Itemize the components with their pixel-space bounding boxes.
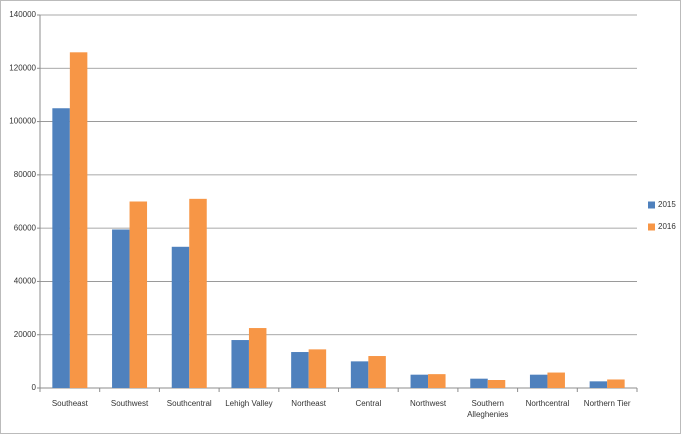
x-tick-label: Southwest bbox=[110, 399, 149, 408]
bar bbox=[350, 361, 369, 388]
y-tick-label: 40000 bbox=[14, 277, 37, 286]
bar bbox=[410, 374, 429, 388]
bar bbox=[129, 201, 148, 388]
x-tick-label: Northern Tier bbox=[583, 399, 631, 408]
legend-swatch bbox=[648, 201, 655, 209]
x-tick-label: Northeast bbox=[291, 399, 326, 408]
bar bbox=[547, 372, 565, 388]
y-tick-label: 80000 bbox=[14, 170, 37, 179]
bar bbox=[607, 379, 625, 388]
legend-swatch bbox=[648, 223, 655, 231]
bar bbox=[589, 381, 608, 388]
bar bbox=[308, 349, 327, 388]
bar bbox=[428, 374, 446, 388]
bar bbox=[368, 356, 386, 388]
x-tick-label: Central bbox=[355, 399, 382, 408]
y-tick-label: 60000 bbox=[14, 223, 37, 232]
bar bbox=[171, 246, 190, 388]
bar bbox=[52, 108, 70, 388]
bar bbox=[248, 328, 267, 388]
y-tick-label: 100000 bbox=[9, 117, 36, 126]
x-tick-label: Northwest bbox=[410, 399, 447, 408]
bar bbox=[231, 340, 249, 388]
y-tick-label: 120000 bbox=[9, 63, 36, 72]
bar bbox=[529, 374, 548, 388]
bar bbox=[470, 378, 488, 388]
y-tick-label: 140000 bbox=[9, 10, 36, 19]
bar bbox=[69, 52, 88, 389]
legend-label: 2016 bbox=[658, 222, 676, 231]
x-tick-label: Southeast bbox=[51, 399, 88, 408]
y-tick-label: 0 bbox=[32, 383, 37, 392]
bar bbox=[291, 352, 309, 388]
x-tick-label: Lehigh Valley bbox=[225, 399, 273, 408]
x-tick-label: Southcentral bbox=[166, 399, 212, 408]
bar bbox=[189, 198, 207, 388]
bar bbox=[487, 380, 506, 388]
x-tick-label: Southern Alleghenies bbox=[467, 399, 509, 419]
x-tick-label: Northcentral bbox=[525, 399, 570, 408]
legend-label: 2015 bbox=[658, 200, 676, 209]
bar bbox=[112, 229, 130, 388]
y-tick-label: 20000 bbox=[14, 330, 37, 339]
